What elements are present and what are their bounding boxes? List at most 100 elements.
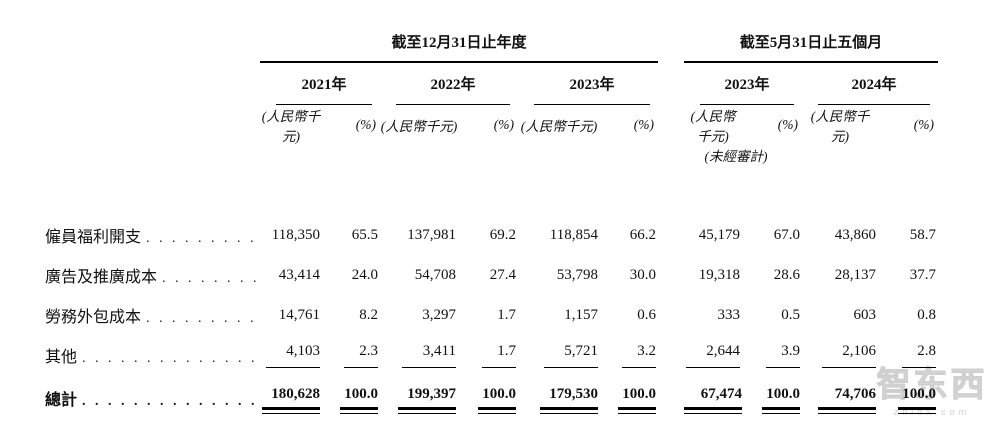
spacer-row xyxy=(45,173,938,215)
year-2024-interim: 2024年 xyxy=(802,62,938,105)
empty-cell xyxy=(802,145,938,173)
total-row: 總計 180,628 100.0 199,397 100.0 179,530 1… xyxy=(45,375,938,421)
cell-total-amount: 199,397 xyxy=(380,375,458,421)
year-2022: 2022年 xyxy=(380,62,518,105)
cell-amount: 43,414 xyxy=(278,266,320,283)
cell-amount: 53,798 xyxy=(556,266,598,283)
cell-percent: 2.8 xyxy=(878,335,938,375)
table-row: 廣告及推廣成本 43,414 24.0 54,708 27.4 53,798 3… xyxy=(45,255,938,295)
period-header-annual: 截至12月31日止年度 xyxy=(260,28,659,63)
group-gap xyxy=(658,375,684,421)
pct-header: (%) xyxy=(493,117,514,132)
cell-amount: 5,721 xyxy=(518,335,600,375)
cell-percent: 1.7 xyxy=(497,306,516,323)
cell-amount: 45,179 xyxy=(698,226,741,243)
group-gap xyxy=(658,215,684,255)
cell-amount: 3,411 xyxy=(380,335,458,375)
cell-percent: 0.6 xyxy=(637,306,657,323)
cell-percent: 30.0 xyxy=(629,266,657,283)
cell-percent: 3.9 xyxy=(742,335,802,375)
pct-header: (%) xyxy=(777,117,799,132)
cell-total-percent: 100.0 xyxy=(458,375,518,421)
cell-amount: 19,318 xyxy=(698,266,741,283)
cell-percent: 8.2 xyxy=(359,306,378,323)
cell-total-percent: 100.0 xyxy=(322,375,380,421)
year-2023: 2023年 xyxy=(518,62,658,105)
empty-cell xyxy=(45,145,684,173)
cell-percent: 2.3 xyxy=(322,335,380,375)
watermark-url: zhidx.com xyxy=(893,407,971,417)
pct-header: (%) xyxy=(913,117,935,132)
dot-leader xyxy=(82,392,260,410)
group-gap xyxy=(658,28,684,62)
year-header-row: 2021年 2022年 2023年 2023年 2024年 xyxy=(45,62,938,105)
group-gap xyxy=(658,62,684,105)
cell-percent: 65.5 xyxy=(351,226,378,243)
cell-amount: 118,854 xyxy=(549,226,598,243)
cell-amount: 14,761 xyxy=(278,306,320,323)
watermark-logo: 智东西 xyxy=(876,366,988,405)
cell-total-amount: 180,628 xyxy=(260,375,322,421)
row-label-total: 總計 xyxy=(45,375,260,421)
empty-cell xyxy=(45,28,260,62)
pct-header: (%) xyxy=(633,117,655,132)
cell-percent: 67.0 xyxy=(773,226,801,243)
row-label-advertising: 廣告及推廣成本 xyxy=(45,255,260,295)
table-row: 僱員福利開支 118,350 65.5 137,981 69.2 118,854… xyxy=(45,215,938,255)
cell-percent: 37.7 xyxy=(909,266,937,283)
table-row: 其他 4,103 2.3 3,411 1.7 5,721 3.2 2,644 3… xyxy=(45,335,938,375)
cell-amount: 2,644 xyxy=(684,335,742,375)
expense-breakdown-table: 截至12月31日止年度 截至5月31日止五個月 2021年 2022年 2023… xyxy=(45,28,939,421)
dot-leader xyxy=(82,349,260,367)
cell-amount: 43,860 xyxy=(834,226,877,243)
cell-amount: 1,157 xyxy=(564,306,598,323)
cell-amount: 3,297 xyxy=(422,306,456,323)
cell-percent: 0.8 xyxy=(917,306,937,323)
cell-amount: 54,708 xyxy=(414,266,456,283)
cell-percent: 28.6 xyxy=(773,266,801,283)
cell-amount: 603 xyxy=(853,306,877,323)
dot-leader xyxy=(146,309,260,327)
cell-amount: 137,981 xyxy=(407,226,456,243)
unit-header: (人民幣千元) xyxy=(520,119,598,134)
unit-header-row: (人民幣千元) (%) (人民幣千元) (%) (人民幣千元) (%) (人民幣… xyxy=(45,105,938,145)
cell-total-percent: 100.0 xyxy=(878,375,938,421)
cell-total-percent: 100.0 xyxy=(600,375,658,421)
watermark: 智东西 zhidx.com xyxy=(868,366,996,418)
year-2023-interim: 2023年 xyxy=(684,62,802,105)
cell-percent: 69.2 xyxy=(489,226,516,243)
empty-cell xyxy=(45,105,260,145)
group-gap xyxy=(658,335,684,375)
cell-amount: 2,106 xyxy=(802,335,878,375)
cell-percent: 27.4 xyxy=(489,266,516,283)
unit-header: (人民幣千元) xyxy=(690,109,736,144)
cell-percent: 0.5 xyxy=(781,306,801,323)
group-gap xyxy=(658,295,684,335)
group-gap xyxy=(658,255,684,295)
cell-percent: 58.7 xyxy=(909,226,937,243)
cell-amount: 4,103 xyxy=(260,335,322,375)
table-row: 勞務外包成本 14,761 8.2 3,297 1.7 1,157 0.6 33… xyxy=(45,295,938,335)
unit-header: (人民幣千元) xyxy=(810,109,870,144)
group-gap xyxy=(658,105,684,145)
dot-leader xyxy=(162,269,260,287)
pct-header: (%) xyxy=(355,117,376,132)
unit-header: (人民幣千元) xyxy=(261,109,321,144)
empty-cell xyxy=(45,62,260,105)
unit-header: (人民幣千元) xyxy=(380,119,458,134)
cell-percent: 24.0 xyxy=(351,266,378,283)
unaudited-note-row: (未經審計) xyxy=(45,145,938,173)
cell-percent: 66.2 xyxy=(629,226,657,243)
period-header-five-months: 截至5月31日止五個月 xyxy=(684,28,939,63)
period-header-row: 截至12月31日止年度 截至5月31日止五個月 xyxy=(45,28,939,63)
cell-amount: 333 xyxy=(717,306,741,323)
cell-amount: 118,350 xyxy=(271,226,320,243)
dot-leader xyxy=(146,229,260,247)
cell-total-amount: 67,474 xyxy=(684,375,743,421)
row-label-others: 其他 xyxy=(45,335,260,375)
unaudited-note: (未經審計) xyxy=(704,149,768,164)
cell-percent: 3.2 xyxy=(600,335,658,375)
row-label-employee-benefits: 僱員福利開支 xyxy=(45,215,260,255)
cell-total-amount: 74,706 xyxy=(802,375,878,421)
